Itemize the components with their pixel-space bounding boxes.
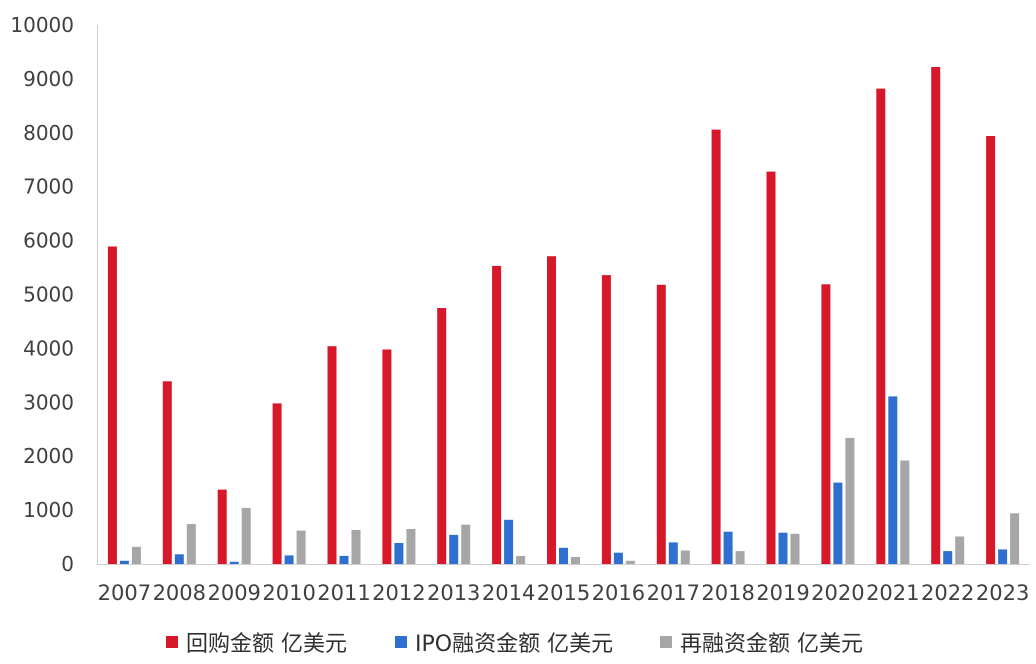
bar-refinancing-2010 <box>296 530 306 564</box>
y-tick-label: 4000 <box>23 336 74 360</box>
x-tick-label: 2017 <box>647 581 700 605</box>
bar-ipo-2009 <box>229 561 239 564</box>
legend-label-buyback: 回购金额 亿美元 <box>186 632 347 657</box>
bar-buyback-2016 <box>601 275 611 564</box>
bar-buyback-2009 <box>217 489 227 564</box>
bar-ipo-2015 <box>559 547 568 564</box>
x-tick-label: 2016 <box>592 581 645 605</box>
bar-refinancing-2020 <box>845 437 855 564</box>
bar-buyback-2020 <box>821 284 831 564</box>
y-tick-label: 9000 <box>23 67 74 91</box>
legend-swatch-buyback <box>166 636 178 648</box>
bar-buyback-2011 <box>327 346 337 564</box>
bar-buyback-2015 <box>547 256 556 564</box>
bar-buyback-2010 <box>272 403 282 564</box>
bar-refinancing-2019 <box>790 533 800 564</box>
y-axis-ticks: 0 1000 2000 3000 4000 5000 6000 7000 8000 9000 100… <box>10 13 74 576</box>
bar-ipo-2014 <box>504 519 514 564</box>
bar-ipo-2013 <box>449 534 459 564</box>
y-tick-label: 7000 <box>23 175 74 199</box>
y-tick-label: 1000 <box>23 498 74 522</box>
bar-ipo-2021 <box>888 396 898 564</box>
x-tick-label: 2010 <box>262 581 315 605</box>
bar-refinancing-2015 <box>571 557 580 564</box>
bar-refinancing-2013 <box>461 524 471 564</box>
x-tick-label: 2009 <box>207 581 260 605</box>
x-tick-label: 2013 <box>427 581 480 605</box>
bar-buyback-2022 <box>931 67 941 564</box>
bar-buyback-2012 <box>382 349 392 564</box>
bar-refinancing-2023 <box>1010 513 1020 564</box>
bar-ipo-2022 <box>943 551 953 564</box>
bar-ipo-2016 <box>613 552 623 564</box>
legend-swatch-ipo <box>395 636 407 648</box>
bar-ipo-2017 <box>668 542 678 564</box>
bar-buyback-2008 <box>162 381 172 564</box>
y-tick-label: 8000 <box>23 121 74 145</box>
bars <box>107 67 1020 564</box>
bar-ipo-2020 <box>833 482 843 564</box>
legend-item-buyback: 回购金额 亿美元 <box>166 626 347 658</box>
legend-item-ipo: IPO融资金额 亿美元 <box>395 626 613 658</box>
y-tick-label: 0 <box>61 552 74 576</box>
y-tick-label: 2000 <box>23 444 74 468</box>
bar-ipo-2008 <box>174 554 184 564</box>
legend-label-refinancing: 再融资金额 亿美元 <box>680 632 863 657</box>
bar-ipo-2018 <box>723 531 733 564</box>
x-tick-label: 2015 <box>537 581 590 605</box>
bar-ipo-2011 <box>339 555 349 564</box>
bar-refinancing-2016 <box>625 560 635 564</box>
bar-buyback-2013 <box>437 308 447 564</box>
x-tick-label: 2018 <box>701 581 754 605</box>
bar-ipo-2010 <box>284 555 294 564</box>
y-tick-label: 5000 <box>23 283 74 307</box>
bar-refinancing-2009 <box>241 507 251 564</box>
legend-label-ipo: IPO融资金额 亿美元 <box>415 632 614 657</box>
x-tick-label: 2023 <box>976 581 1029 605</box>
bar-refinancing-2021 <box>900 460 910 564</box>
bar-refinancing-2011 <box>351 530 361 564</box>
x-tick-label: 2020 <box>811 581 864 605</box>
bar-buyback-2014 <box>492 265 502 564</box>
bar-ipo-2019 <box>778 532 788 564</box>
bar-buyback-2019 <box>766 171 776 564</box>
y-tick-label: 6000 <box>23 229 74 253</box>
x-tick-label: 2019 <box>756 581 809 605</box>
bar-buyback-2017 <box>656 284 666 564</box>
bar-refinancing-2022 <box>955 536 965 564</box>
x-tick-label: 2007 <box>98 581 151 605</box>
bar-ipo-2012 <box>394 543 404 564</box>
bar-refinancing-2014 <box>516 555 526 564</box>
y-tick-label: 3000 <box>23 390 74 414</box>
bar-refinancing-2018 <box>735 551 745 564</box>
x-tick-label: 2022 <box>921 581 974 605</box>
bar-buyback-2018 <box>711 129 721 564</box>
legend-item-refinancing: 再融资金额 亿美元 <box>660 626 863 658</box>
bar-buyback-2007 <box>107 246 117 564</box>
legend: 回购金额 亿美元 IPO融资金额 亿美元 再融资金额 亿美元 <box>0 626 1036 658</box>
bar-refinancing-2007 <box>131 546 141 564</box>
y-tick-label: 10000 <box>10 13 74 37</box>
x-tick-label: 2021 <box>866 581 919 605</box>
bar-ipo-2007 <box>119 560 129 564</box>
x-tick-label: 2012 <box>372 581 425 605</box>
bar-buyback-2023 <box>986 136 996 564</box>
x-tick-label: 2011 <box>317 581 370 605</box>
bar-refinancing-2012 <box>406 529 416 564</box>
bar-refinancing-2008 <box>186 524 196 564</box>
legend-swatch-refinancing <box>660 636 672 648</box>
bar-ipo-2023 <box>998 549 1008 564</box>
x-tick-label: 2014 <box>482 581 535 605</box>
bar-buyback-2021 <box>876 88 886 564</box>
x-axis-ticks: 2007 2008 2009 2010 2011 2012 2013 2014 2015 2016… <box>98 581 1030 605</box>
bar-refinancing-2017 <box>680 550 690 564</box>
x-tick-label: 2008 <box>153 581 206 605</box>
